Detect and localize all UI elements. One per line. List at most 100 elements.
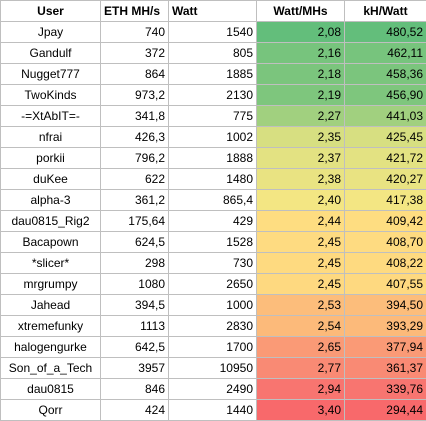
cell-kh-per-watt[interactable]: 393,29 — [345, 316, 426, 337]
cell-watt[interactable]: 805 — [169, 43, 257, 64]
cell-eth-mhs[interactable]: 372 — [101, 43, 169, 64]
cell-user[interactable]: Jpay — [1, 22, 101, 43]
cell-eth-mhs[interactable]: 175,64 — [101, 211, 169, 232]
cell-watt-per-mhs[interactable]: 2,40 — [257, 190, 345, 211]
cell-eth-mhs[interactable]: 642,5 — [101, 337, 169, 358]
cell-watt-per-mhs[interactable]: 2,08 — [257, 22, 345, 43]
cell-kh-per-watt[interactable]: 377,94 — [345, 337, 426, 358]
cell-kh-per-watt[interactable]: 408,70 — [345, 232, 426, 253]
cell-watt[interactable]: 775 — [169, 106, 257, 127]
cell-watt[interactable]: 2490 — [169, 379, 257, 400]
cell-watt[interactable]: 865,4 — [169, 190, 257, 211]
cell-watt-per-mhs[interactable]: 2,45 — [257, 253, 345, 274]
cell-kh-per-watt[interactable]: 409,42 — [345, 211, 426, 232]
cell-watt[interactable]: 1528 — [169, 232, 257, 253]
cell-kh-per-watt[interactable]: 394,50 — [345, 295, 426, 316]
cell-watt[interactable]: 1002 — [169, 127, 257, 148]
column-header-user[interactable]: User — [1, 1, 101, 22]
cell-watt[interactable]: 1885 — [169, 64, 257, 85]
cell-user[interactable]: mrgrumpy — [1, 274, 101, 295]
cell-user[interactable]: dau0815 — [1, 379, 101, 400]
cell-eth-mhs[interactable]: 973,2 — [101, 85, 169, 106]
cell-user[interactable]: Bacapown — [1, 232, 101, 253]
cell-eth-mhs[interactable]: 1080 — [101, 274, 169, 295]
cell-eth-mhs[interactable]: 361,2 — [101, 190, 169, 211]
cell-watt[interactable]: 10950 — [169, 358, 257, 379]
cell-watt[interactable]: 429 — [169, 211, 257, 232]
cell-watt-per-mhs[interactable]: 2,18 — [257, 64, 345, 85]
cell-eth-mhs[interactable]: 341,8 — [101, 106, 169, 127]
cell-user[interactable]: Son_of_a_Tech — [1, 358, 101, 379]
cell-user[interactable]: TwoKinds — [1, 85, 101, 106]
cell-watt[interactable]: 1000 — [169, 295, 257, 316]
cell-kh-per-watt[interactable]: 456,90 — [345, 85, 426, 106]
cell-kh-per-watt[interactable]: 407,55 — [345, 274, 426, 295]
cell-kh-per-watt[interactable]: 425,45 — [345, 127, 426, 148]
cell-kh-per-watt[interactable]: 421,72 — [345, 148, 426, 169]
cell-watt-per-mhs[interactable]: 3,40 — [257, 400, 345, 421]
cell-eth-mhs[interactable]: 740 — [101, 22, 169, 43]
cell-watt[interactable]: 1700 — [169, 337, 257, 358]
cell-watt[interactable]: 1540 — [169, 22, 257, 43]
cell-watt[interactable]: 1888 — [169, 148, 257, 169]
cell-watt[interactable]: 2650 — [169, 274, 257, 295]
column-header-kh-per-watt[interactable]: kH/Watt — [345, 1, 426, 22]
cell-user[interactable]: Gandulf — [1, 43, 101, 64]
cell-user[interactable]: Nugget777 — [1, 64, 101, 85]
cell-kh-per-watt[interactable]: 480,52 — [345, 22, 426, 43]
cell-watt[interactable]: 1480 — [169, 169, 257, 190]
cell-eth-mhs[interactable]: 426,3 — [101, 127, 169, 148]
cell-eth-mhs[interactable]: 864 — [101, 64, 169, 85]
cell-user[interactable]: porkii — [1, 148, 101, 169]
cell-watt[interactable]: 2830 — [169, 316, 257, 337]
cell-user[interactable]: xtremefunky — [1, 316, 101, 337]
cell-kh-per-watt[interactable]: 420,27 — [345, 169, 426, 190]
cell-watt-per-mhs[interactable]: 2,37 — [257, 148, 345, 169]
cell-eth-mhs[interactable]: 3957 — [101, 358, 169, 379]
cell-user[interactable]: *slicer* — [1, 253, 101, 274]
cell-eth-mhs[interactable]: 796,2 — [101, 148, 169, 169]
cell-watt-per-mhs[interactable]: 2,45 — [257, 232, 345, 253]
cell-eth-mhs[interactable]: 624,5 — [101, 232, 169, 253]
cell-watt[interactable]: 2130 — [169, 85, 257, 106]
cell-kh-per-watt[interactable]: 294,44 — [345, 400, 426, 421]
cell-user[interactable]: -=XtAbIT=- — [1, 106, 101, 127]
cell-eth-mhs[interactable]: 846 — [101, 379, 169, 400]
cell-watt-per-mhs[interactable]: 2,35 — [257, 127, 345, 148]
cell-kh-per-watt[interactable]: 361,37 — [345, 358, 426, 379]
column-header-watt[interactable]: Watt — [169, 1, 257, 22]
cell-eth-mhs[interactable]: 622 — [101, 169, 169, 190]
cell-eth-mhs[interactable]: 1113 — [101, 316, 169, 337]
cell-watt-per-mhs[interactable]: 2,16 — [257, 43, 345, 64]
cell-kh-per-watt[interactable]: 458,36 — [345, 64, 426, 85]
cell-watt[interactable]: 730 — [169, 253, 257, 274]
cell-watt-per-mhs[interactable]: 2,44 — [257, 211, 345, 232]
cell-user[interactable]: Jahead — [1, 295, 101, 316]
cell-user[interactable]: alpha-3 — [1, 190, 101, 211]
cell-kh-per-watt[interactable]: 339,76 — [345, 379, 426, 400]
cell-eth-mhs[interactable]: 298 — [101, 253, 169, 274]
cell-kh-per-watt[interactable]: 441,03 — [345, 106, 426, 127]
cell-user[interactable]: Qorr — [1, 400, 101, 421]
cell-user[interactable]: nfrai — [1, 127, 101, 148]
cell-watt-per-mhs[interactable]: 2,38 — [257, 169, 345, 190]
cell-watt-per-mhs[interactable]: 2,94 — [257, 379, 345, 400]
cell-watt-per-mhs[interactable]: 2,19 — [257, 85, 345, 106]
cell-kh-per-watt[interactable]: 462,11 — [345, 43, 426, 64]
column-header-eth-mhs[interactable]: ETH MH/s — [101, 1, 169, 22]
cell-user[interactable]: dau0815_Rig2 — [1, 211, 101, 232]
cell-watt[interactable]: 1440 — [169, 400, 257, 421]
cell-watt-per-mhs[interactable]: 2,54 — [257, 316, 345, 337]
cell-watt-per-mhs[interactable]: 2,53 — [257, 295, 345, 316]
cell-watt-per-mhs[interactable]: 2,27 — [257, 106, 345, 127]
cell-watt-per-mhs[interactable]: 2,65 — [257, 337, 345, 358]
cell-user[interactable]: halogengurke — [1, 337, 101, 358]
column-header-watt-per-mhs[interactable]: Watt/MHs — [257, 1, 345, 22]
cell-eth-mhs[interactable]: 394,5 — [101, 295, 169, 316]
cell-kh-per-watt[interactable]: 408,22 — [345, 253, 426, 274]
cell-watt-per-mhs[interactable]: 2,45 — [257, 274, 345, 295]
cell-eth-mhs[interactable]: 424 — [101, 400, 169, 421]
cell-user[interactable]: duKee — [1, 169, 101, 190]
cell-kh-per-watt[interactable]: 417,38 — [345, 190, 426, 211]
cell-watt-per-mhs[interactable]: 2,77 — [257, 358, 345, 379]
